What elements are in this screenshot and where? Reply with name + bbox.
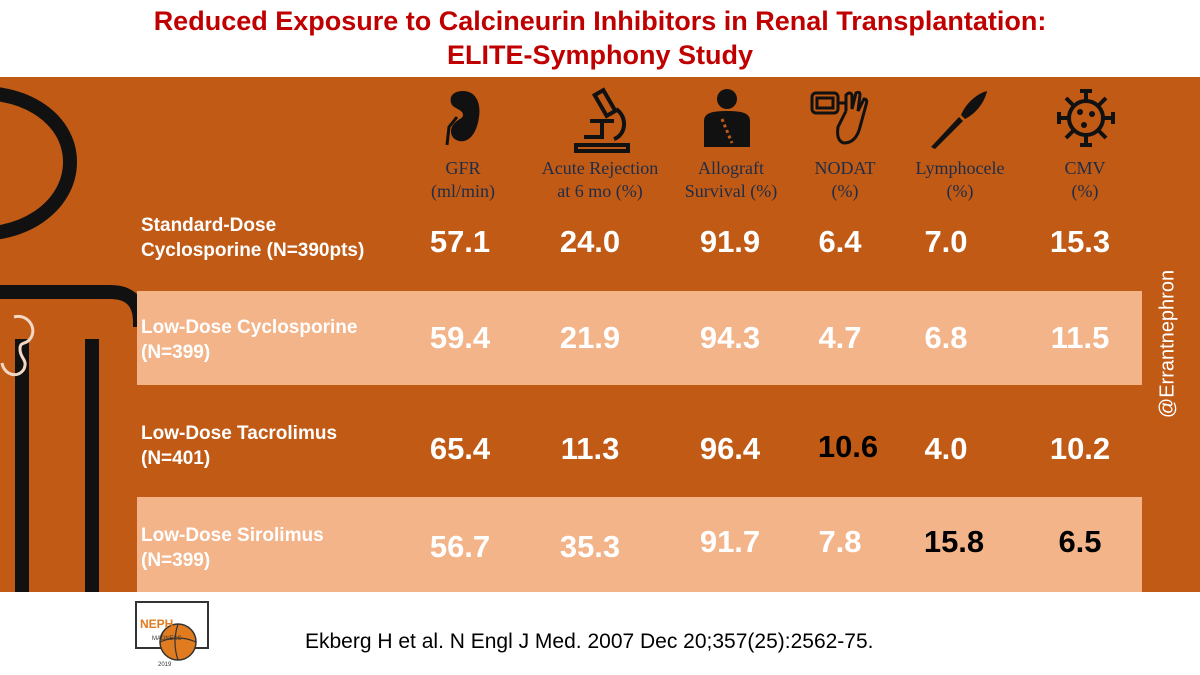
cell-value: 4.0: [924, 431, 968, 466]
cell-value: 35.3: [559, 529, 621, 564]
kidney-icon: [445, 91, 480, 146]
cell-value-highlighted: 10.6: [817, 429, 879, 464]
header-unit: (%): [831, 181, 859, 201]
citation: Ekberg H et al. N Engl J Med. 2007 Dec 2…: [305, 630, 874, 653]
cell-value: 11.5: [1050, 320, 1110, 355]
cell-value-highlighted: 15.8: [923, 524, 985, 559]
row-label-low-cyclosporine: Low-Dose Cyclosporine (N=399): [141, 317, 358, 363]
column-header-cmv: CMV (%): [1040, 157, 1130, 203]
cell-value: 57.1: [429, 224, 491, 259]
row-label-low-sirolimus: Low-Dose Sirolimus (N=399): [141, 525, 324, 571]
cell-value: 56.7: [429, 529, 491, 564]
cell-value: 24.0: [559, 224, 621, 259]
column-header-allograft-survival: Allograft Survival (%): [672, 157, 790, 203]
header-label: Lymphocele: [915, 158, 1005, 178]
cell-value: 7.0: [924, 224, 968, 259]
content-band: GFR (ml/min) Acute Rejection at 6 mo (%)…: [0, 77, 1200, 592]
cell-value: 7.8: [818, 524, 862, 559]
header-unit: (ml/min): [431, 181, 495, 201]
kidney-outline-icon: [0, 314, 35, 377]
cell-value: 21.9: [559, 320, 621, 355]
header-unit: (%): [1071, 181, 1099, 201]
nephmadness-logo: NEPH MADNESS 2019: [135, 601, 209, 668]
cell-value: 91.7: [699, 524, 761, 559]
header-label: CMV: [1064, 158, 1106, 178]
glucose-meter-icon: [810, 90, 869, 145]
row-highlight: [137, 497, 1142, 592]
cell-value: 91.9: [699, 224, 761, 259]
transplant-patient-icon: [704, 89, 750, 147]
cell-value: 65.4: [429, 431, 491, 466]
cell-value: 11.3: [560, 431, 620, 466]
cell-value: 4.7: [818, 320, 862, 355]
column-header-nodat: NODAT (%): [800, 157, 890, 203]
social-handle: @Errantnephron: [1138, 244, 1198, 444]
column-header-lymphocele: Lymphocele (%): [900, 157, 1020, 203]
cell-value: 94.3: [699, 320, 761, 355]
cell-value: 6.8: [924, 320, 968, 355]
svg-text:2019: 2019: [158, 662, 172, 668]
row-highlight: [137, 291, 1142, 385]
column-header-acute-rejection: Acute Rejection at 6 mo (%): [520, 157, 680, 203]
cell-value-highlighted: 6.5: [1058, 524, 1102, 559]
column-header-gfr: GFR (ml/min): [418, 157, 508, 203]
slide-title: Reduced Exposure to Calcineurin Inhibito…: [0, 4, 1200, 72]
header-unit: (%): [946, 181, 974, 201]
header-unit: Survival (%): [684, 181, 778, 201]
scalpel-icon: [931, 91, 987, 149]
cell-value: 6.4: [818, 224, 862, 259]
header-label: Allograft: [698, 158, 764, 178]
svg-text:NEPH: NEPH: [140, 617, 173, 631]
header-label: NODAT: [814, 158, 876, 178]
svg-text:MADNESS: MADNESS: [152, 636, 182, 642]
cell-value: 96.4: [699, 431, 761, 466]
row-label-low-tacrolimus: Low-Dose Tacrolimus (N=401): [141, 423, 338, 469]
microscope-icon: [574, 87, 630, 153]
title-line-1: Reduced Exposure to Calcineurin Inhibito…: [153, 6, 1047, 36]
header-label: GFR: [445, 158, 481, 178]
handle-text: @Errantnephron: [1156, 269, 1179, 419]
header-label: Acute Rejection: [541, 158, 659, 178]
header-unit: at 6 mo (%): [557, 181, 643, 201]
virus-icon: [1057, 89, 1115, 147]
cell-value: 15.3: [1049, 224, 1111, 259]
cell-value: 10.2: [1049, 431, 1111, 466]
title-line-2: ELITE-Symphony Study: [446, 40, 754, 70]
cell-value: 59.4: [429, 320, 491, 355]
row-label-standard-cyclosporine: Standard-Dose Cyclosporine (N=390pts): [141, 215, 365, 261]
